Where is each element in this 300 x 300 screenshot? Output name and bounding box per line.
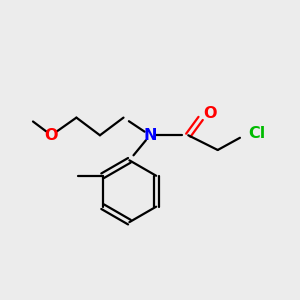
Text: Cl: Cl xyxy=(248,126,265,141)
Text: O: O xyxy=(45,128,58,143)
Text: O: O xyxy=(204,106,217,121)
Text: N: N xyxy=(143,128,157,143)
